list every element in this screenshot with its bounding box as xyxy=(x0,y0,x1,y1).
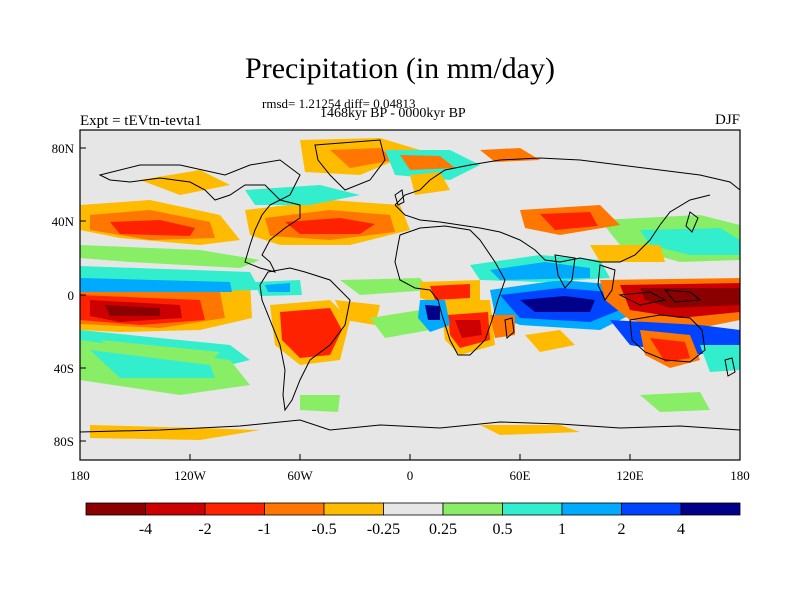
anomaly-region xyxy=(590,245,665,262)
colorbar-label: -0.25 xyxy=(367,521,400,538)
colorbar-label: 0.5 xyxy=(493,521,513,538)
anomaly-region xyxy=(90,350,215,378)
precip-anomaly-field xyxy=(80,138,740,440)
experiment-label: Expt = tEVtn-tevta1 xyxy=(80,113,202,129)
period-line: 1468kyr BP - 0000kyr BP xyxy=(320,106,466,121)
lon-label: 180 xyxy=(70,468,90,483)
lon-label: 120E xyxy=(616,468,644,483)
se-asia-coast xyxy=(597,264,702,306)
lat-label: 40N xyxy=(52,214,75,229)
colorbar-swatch xyxy=(85,502,146,516)
colorbar-swatch xyxy=(442,502,503,516)
anomaly-region xyxy=(280,308,342,358)
anomaly-region xyxy=(80,278,232,292)
lon-ticks xyxy=(79,454,741,460)
colorbar xyxy=(85,502,741,516)
lon-label: 60W xyxy=(287,468,313,483)
anomaly-region xyxy=(640,392,710,412)
colorbar-label: 0.25 xyxy=(429,521,457,538)
colorbar-swatch xyxy=(145,502,206,516)
lon-label: 120W xyxy=(174,468,207,483)
anomaly-region xyxy=(140,170,230,195)
south-america-coast xyxy=(259,267,351,412)
colorbar-swatch xyxy=(264,502,325,516)
greenland-coast xyxy=(314,139,386,191)
anomaly-region xyxy=(370,310,430,338)
anomaly-region xyxy=(490,262,590,280)
madagascar-coast xyxy=(504,317,515,339)
anomaly-region xyxy=(650,338,690,362)
anomaly-region xyxy=(80,245,260,268)
anomaly-region xyxy=(105,305,160,316)
anomaly-region xyxy=(330,148,395,168)
antarctica-coast xyxy=(80,419,740,433)
anomaly-region xyxy=(300,395,340,412)
anomaly-region xyxy=(340,278,430,295)
colorbar-label: 2 xyxy=(618,521,626,538)
australia-coast xyxy=(629,314,706,363)
anomaly-region xyxy=(265,283,290,292)
eurasia-coast xyxy=(394,157,740,263)
lat-label: 80N xyxy=(52,141,75,156)
north-america-coast xyxy=(98,159,301,273)
lat-label: 80S xyxy=(54,434,74,449)
anomaly-region xyxy=(700,345,740,372)
colorbar-swatch xyxy=(502,502,563,516)
anomaly-region xyxy=(285,218,375,234)
colorbar-label: -0.5 xyxy=(311,521,336,538)
colorbar-label: -1 xyxy=(258,521,271,538)
anomaly-region xyxy=(480,425,580,435)
colorbar-label: 4 xyxy=(677,521,685,538)
colorbar-swatch xyxy=(621,502,682,516)
anomaly-region xyxy=(490,315,515,338)
lon-label: 180 xyxy=(730,468,750,483)
colorbar-label: -2 xyxy=(198,521,211,538)
anomaly-region xyxy=(540,212,598,230)
colorbar-label: 1 xyxy=(558,521,566,538)
colorbar-swatch xyxy=(204,502,265,516)
lon-label: 60E xyxy=(510,468,531,483)
colorbar-swatch xyxy=(383,502,444,516)
anomaly-region xyxy=(640,288,740,308)
anomaly-region xyxy=(110,220,195,236)
lon-label: 0 xyxy=(407,468,414,483)
anomaly-region xyxy=(245,185,360,205)
map-title: Precipitation (in mm/day) xyxy=(245,52,555,85)
coastlines xyxy=(80,139,740,433)
anomaly-region xyxy=(425,305,440,320)
colorbar-swatch xyxy=(561,502,622,516)
uk-coast xyxy=(394,189,405,206)
africa-coast xyxy=(394,225,506,356)
anomaly-region xyxy=(90,425,260,440)
new-zealand-coast xyxy=(724,357,736,377)
anomaly-region xyxy=(520,296,595,312)
season-label: DJF xyxy=(714,112,740,128)
anomaly-region xyxy=(410,172,450,195)
anomaly-region xyxy=(640,228,740,255)
anomaly-region xyxy=(525,330,575,352)
india-coast xyxy=(554,254,576,289)
anomaly-region xyxy=(430,284,470,300)
anomaly-region xyxy=(455,320,482,338)
colorbar-labels: -4 -2 -1 -0.5 -0.25 0.25 0.5 1 2 4 xyxy=(139,521,685,538)
stats-line: rmsd= 1.21254 diff= 0.04813 xyxy=(262,96,416,111)
colorbar-swatch xyxy=(680,502,741,516)
anomaly-region xyxy=(400,155,455,170)
colorbar-swatch xyxy=(323,502,384,516)
lat-label: 0 xyxy=(68,288,75,303)
colorbar-label: -4 xyxy=(139,521,152,538)
lat-label: 40S xyxy=(54,361,74,376)
japan-coast xyxy=(685,211,699,233)
lat-ticks xyxy=(80,147,86,442)
